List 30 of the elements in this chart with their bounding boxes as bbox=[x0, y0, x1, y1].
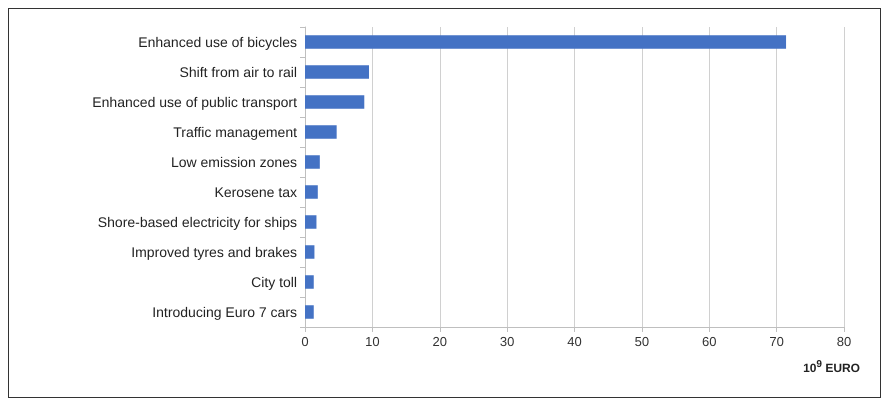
bar bbox=[305, 275, 314, 289]
y-tick-label: Enhanced use of public transport bbox=[92, 94, 298, 110]
bar bbox=[305, 185, 318, 199]
bar bbox=[305, 125, 337, 139]
y-tick-label: City toll bbox=[251, 274, 297, 290]
y-tick-label: Shore-based electricity for ships bbox=[98, 214, 297, 230]
x-tick-label: 30 bbox=[500, 334, 514, 349]
x-tick-label: 40 bbox=[567, 334, 582, 349]
x-tick-label: 70 bbox=[769, 334, 784, 349]
x-tick-label: 60 bbox=[702, 334, 716, 349]
y-tick-label: Traffic management bbox=[173, 124, 298, 140]
bar bbox=[305, 155, 320, 169]
x-tick-label: 20 bbox=[432, 334, 447, 349]
x-tick-label: 80 bbox=[836, 334, 852, 349]
bar bbox=[305, 215, 316, 229]
y-tick-label: Improved tyres and brakes bbox=[131, 244, 297, 260]
bar bbox=[305, 65, 370, 79]
bar bbox=[305, 305, 314, 319]
y-tick-label: Enhanced use of bicycles bbox=[138, 34, 297, 50]
x-tick-label: 0 bbox=[301, 334, 309, 349]
y-tick-label: Low emission zones bbox=[170, 154, 297, 170]
bar bbox=[305, 95, 364, 109]
x-tick-label: 50 bbox=[634, 334, 650, 349]
x-axis-title: 10$^{9}$ EURO bbox=[803, 359, 860, 375]
bar bbox=[305, 35, 786, 49]
y-tick-label: Kerosene tax bbox=[214, 184, 297, 200]
y-tick-label: Introducing Euro 7 cars bbox=[152, 304, 297, 320]
y-tick-label: Shift from air to rail bbox=[180, 64, 297, 80]
bar bbox=[305, 245, 314, 259]
x-tick-label: 10 bbox=[365, 334, 380, 349]
